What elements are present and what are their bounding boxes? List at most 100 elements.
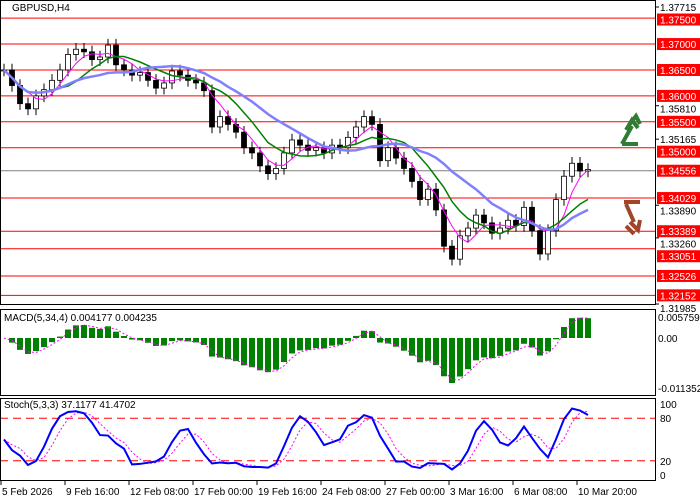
macd-bar	[305, 338, 311, 350]
macd-bar	[585, 318, 591, 338]
current-price-label: 1.34556	[660, 167, 697, 178]
candle-body	[89, 51, 95, 61]
macd-bar	[217, 338, 223, 358]
macd-bar	[193, 338, 199, 343]
macd-bar	[489, 338, 495, 359]
macd-bar	[545, 338, 551, 352]
level-label: 1.37000	[660, 40, 697, 51]
x-tick-label: 6 Mar 08:00	[514, 487, 568, 498]
macd-bar	[169, 338, 175, 342]
level-label: 1.34029	[660, 194, 697, 205]
macd-bar	[457, 338, 463, 377]
macd-bar	[417, 338, 423, 363]
candle-body	[153, 79, 159, 89]
macd-bar	[241, 338, 247, 366]
macd-bar	[401, 338, 407, 351]
macd-bar	[233, 338, 239, 362]
candle-body	[265, 165, 271, 175]
candle-body	[529, 206, 535, 232]
macd-bar	[329, 338, 335, 346]
candle-body	[393, 147, 399, 159]
macd-bar	[553, 338, 559, 340]
macd-bar	[473, 338, 479, 361]
macd-bar	[433, 338, 439, 366]
macd-bar	[297, 338, 303, 351]
macd-bar	[521, 338, 527, 344]
candle-body	[249, 147, 255, 154]
stoch-panel	[0, 407, 655, 471]
x-tick-label: 9 Feb 16:00	[66, 487, 120, 498]
current-price-tag	[657, 164, 700, 177]
macd-bar	[465, 338, 471, 370]
macd-bar	[313, 338, 319, 349]
candle-body	[577, 162, 583, 172]
stoch-label: Stoch(5,3,3) 37.1177 41.4702	[4, 400, 136, 411]
macd-frame	[0, 309, 656, 396]
candle-body	[441, 209, 447, 247]
macd-bar	[393, 338, 399, 347]
macd-panel	[3, 317, 591, 383]
macd-bar	[497, 338, 503, 356]
macd-bar	[121, 335, 127, 338]
level-label: 1.36500	[660, 66, 697, 77]
level-label: 1.33389	[660, 227, 697, 238]
candle-body	[241, 131, 247, 149]
stoch-d-line	[3, 410, 589, 468]
level-label: 1.32152	[660, 291, 697, 302]
macd-bar	[537, 338, 543, 356]
candle-body	[177, 70, 183, 76]
macd-bar	[257, 338, 263, 371]
macd-signal-line	[3, 317, 589, 381]
chart-title: GBPUSD,H4	[12, 3, 70, 14]
macd-bar	[513, 338, 519, 351]
candle-body	[553, 199, 559, 232]
level-label: 1.36000	[660, 92, 697, 103]
candle-body	[481, 214, 487, 224]
macd-bar	[265, 338, 271, 373]
candle-body	[33, 95, 39, 110]
macd-bar	[409, 338, 415, 356]
macd-bar	[49, 338, 55, 343]
macd-bar	[89, 327, 95, 338]
y-tick-label: 1.35810	[660, 104, 697, 115]
macd-bar	[385, 338, 391, 344]
candle-body	[73, 48, 79, 55]
macd-bar	[505, 338, 511, 352]
down-arrow-icon	[624, 200, 642, 236]
macd-bar	[129, 338, 135, 340]
candle-body	[201, 82, 207, 92]
candle-body	[25, 103, 31, 110]
macd-bar	[65, 329, 71, 338]
macd-bar	[249, 338, 255, 368]
x-tick-label: 19 Feb 16:00	[258, 487, 317, 498]
level-tag	[657, 250, 700, 263]
macd-bar	[209, 338, 215, 357]
macd-bar	[289, 338, 295, 354]
candle-body	[57, 69, 63, 81]
stoch-axis-label: 80	[660, 414, 672, 425]
candle-body	[369, 116, 375, 125]
macd-bar	[481, 338, 487, 358]
macd-bar	[177, 338, 183, 341]
candle-body	[409, 168, 415, 182]
candle-body	[65, 54, 71, 71]
candle-body	[537, 230, 543, 255]
level-label: 1.35000	[660, 148, 697, 159]
candle-body	[417, 181, 423, 200]
macd-bar	[361, 330, 367, 338]
macd-bar	[337, 338, 343, 345]
macd-bar	[377, 338, 383, 343]
macd-bar	[273, 338, 279, 370]
macd-bar	[353, 335, 359, 338]
y-tick-label: 1.33260	[660, 240, 697, 251]
candle-body	[361, 116, 367, 128]
macd-bar	[137, 338, 143, 341]
macd-bar	[113, 331, 119, 338]
candle-body	[209, 90, 215, 128]
macd-bar	[425, 338, 431, 361]
stoch-axis-label: 0	[660, 471, 666, 482]
stoch-axis-label: 100	[660, 400, 677, 411]
macd-bar	[321, 338, 327, 349]
candle-body	[113, 44, 119, 66]
candle-body	[105, 44, 111, 58]
